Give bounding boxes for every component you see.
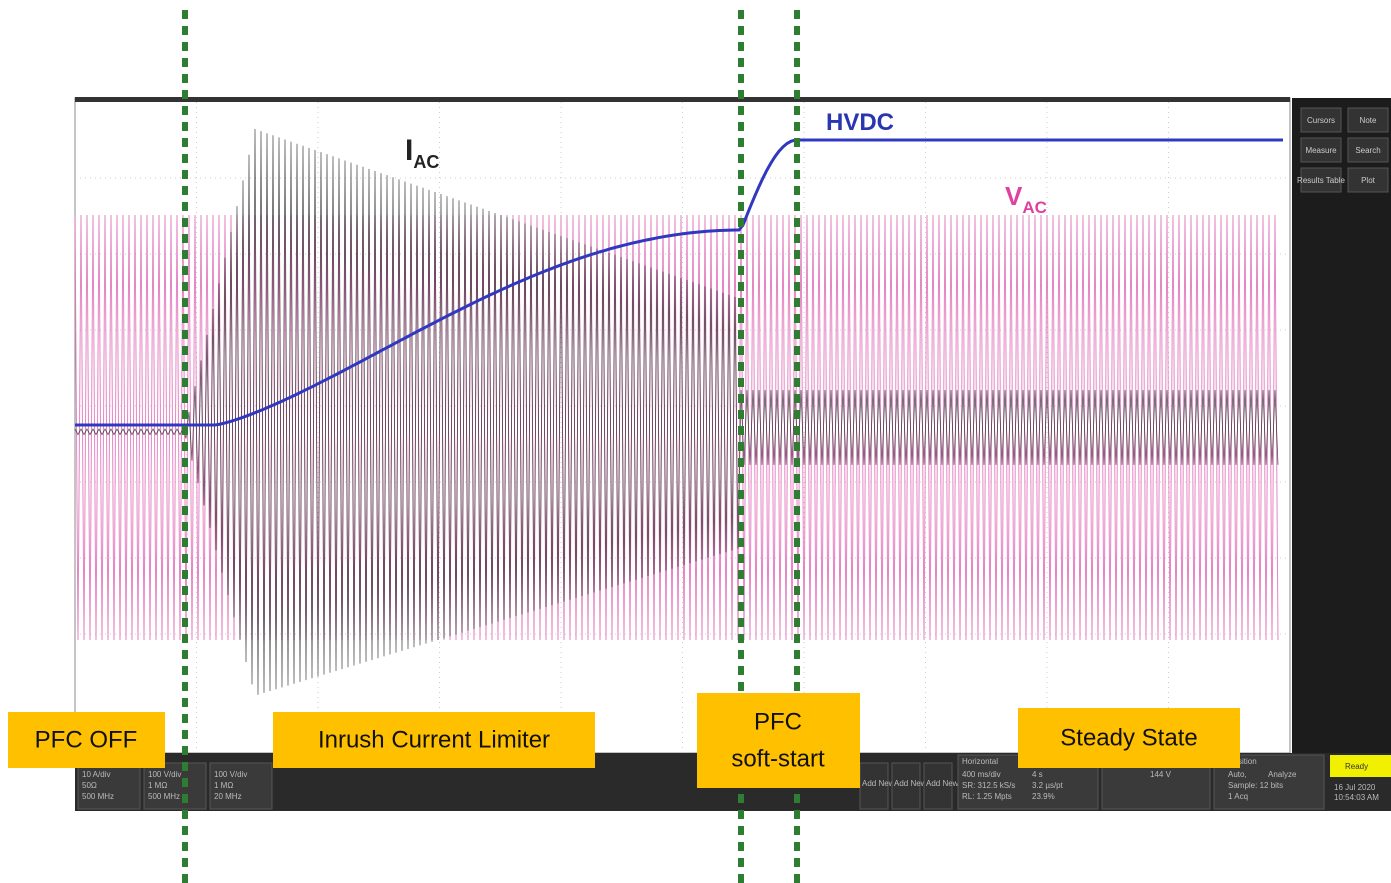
annotation: PFC [754,708,802,735]
vac-main: V [1005,181,1023,211]
annotation-box [697,693,860,788]
channel-setting: 500 MHz [82,792,114,801]
channel-setting: 50Ω [82,781,97,790]
acquisition-setting: 1 Acq [1228,792,1248,801]
channel-setting: 20 MHz [214,792,242,801]
annotation: Inrush Current Limiter [318,726,550,753]
iac-sub: AC [413,152,439,172]
annotation: soft-start [731,745,825,772]
datetime: 10:54:03 AM [1334,793,1379,802]
top-bar [75,97,1290,102]
horizontal-setting: SR: 312.5 kS/s [962,781,1015,790]
side-button-label: Note [1360,116,1377,125]
page: {"annotations": {"pfc_off": "PFC OFF", "… [0,0,1391,883]
side-button-label: Measure [1305,146,1337,155]
channel-setting: 10 A/div [82,770,110,779]
side-button-label: Plot [1361,176,1376,185]
annotation: PFC OFF [35,726,138,753]
horizontal-setting: 4 s [1032,770,1043,779]
status: Ready [1345,762,1368,771]
hvdc-label: HVDC [826,109,894,136]
channel-setting: 500 MHz [148,792,180,801]
side-button-label: Cursors [1307,116,1335,125]
channel-setting: 100 V/div [148,770,181,779]
scope-screenshot: Cursors Note Measure Search Results Table Plo… [0,0,1391,883]
vac-sub: AC [1022,198,1047,217]
acquisition-setting: Auto, [1228,770,1247,779]
horizontal-setting: 400 ms/div [962,770,1001,779]
channel-setting: 1 MΩ [148,781,167,790]
side-button-label: Results Table [1297,176,1345,185]
side-button-label: Search [1355,146,1380,155]
channel-setting: 1 MΩ [214,781,233,790]
side-panel [1292,98,1391,753]
horizontal-title: Horizontal [962,757,998,766]
acquisition-setting: Sample: 12 bits [1228,781,1283,790]
acquisition-setting: Analyze [1268,770,1297,779]
datetime: 16 Jul 2020 [1334,783,1376,792]
channel-setting: 100 V/div [214,770,247,779]
iac-main: I [405,134,413,167]
horizontal-setting: RL: 1.25 Mpts [962,792,1012,801]
annotation: Steady State [1060,724,1197,751]
horizontal-setting: 23.9% [1032,792,1055,801]
trigger-level: 144 V [1150,770,1172,779]
horizontal-setting: 3.2 µs/pt [1032,781,1064,790]
